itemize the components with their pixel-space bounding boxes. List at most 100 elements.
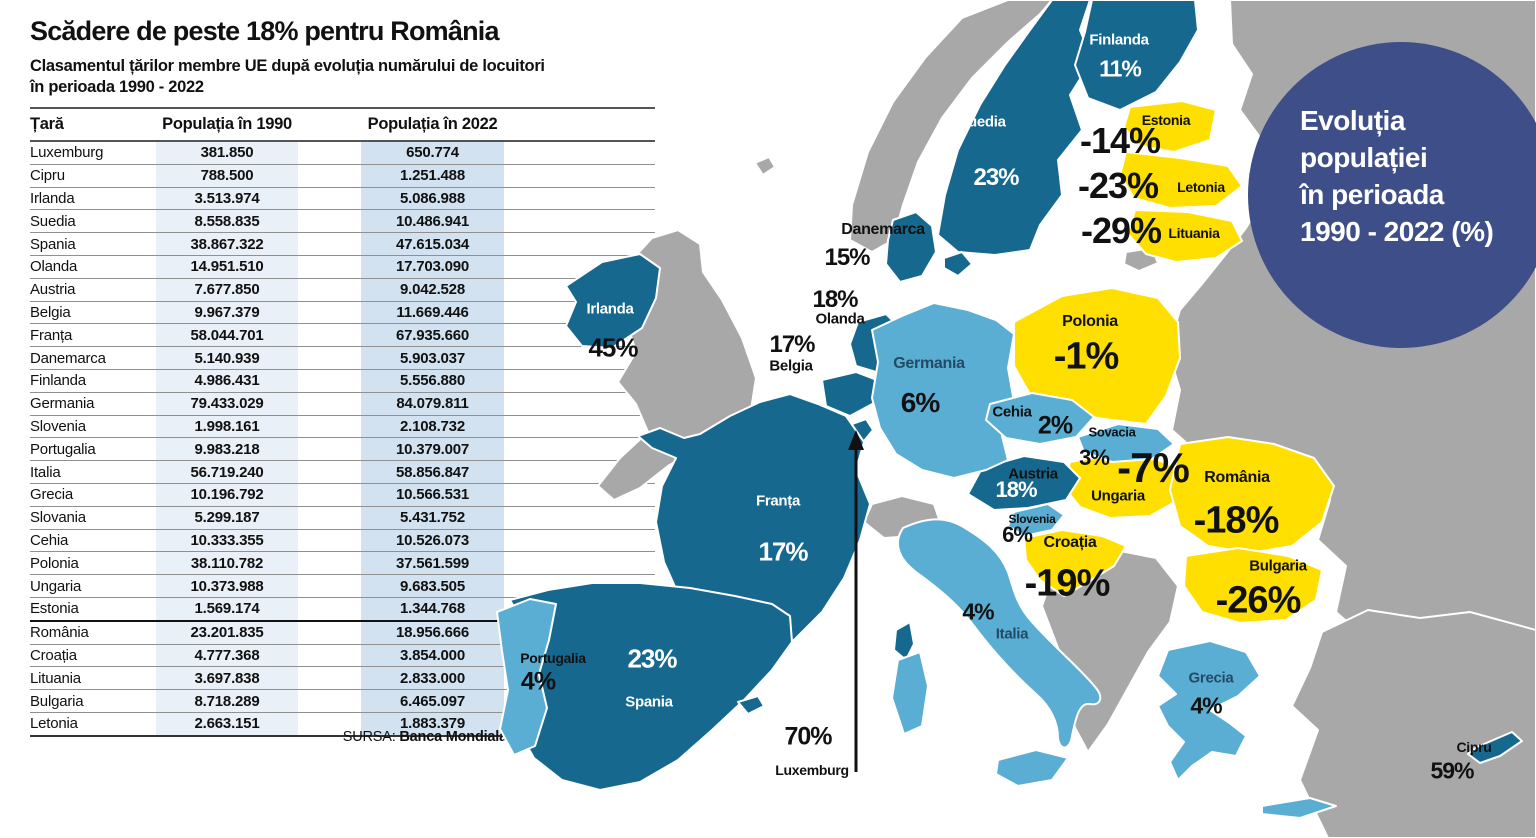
gap-cell xyxy=(298,666,361,691)
pop-1990-cell: 1.569.174 xyxy=(156,597,298,622)
map-label-luxemburg-name: Luxemburg xyxy=(775,762,849,778)
country-cell: Belgia xyxy=(30,301,156,325)
gap-cell xyxy=(298,644,361,668)
table-row: Franța 58.044.701 67.935.660 xyxy=(30,323,655,348)
map-label-cipru-name: Cipru xyxy=(1456,739,1492,755)
table-row: Polonia 38.110.782 37.561.599 xyxy=(30,551,655,576)
country-cell: Danemarca xyxy=(30,346,156,370)
table-row: Danemarca 5.140.939 5.903.037 xyxy=(30,346,655,370)
pop-2022-cell: 1.883.379 xyxy=(361,712,504,737)
gap-cell xyxy=(298,529,361,553)
pop-1990-cell: 10.333.355 xyxy=(156,529,298,553)
map-label-cehia-name: Cehia xyxy=(992,403,1032,421)
map-label-sovacia-pct: 3% xyxy=(1079,445,1110,470)
map-label-irlanda-pct: 45% xyxy=(588,332,638,363)
map-label-suedia-pct: 23% xyxy=(973,164,1019,191)
gap-cell xyxy=(298,209,361,234)
table-row: Irlanda 3.513.974 5.086.988 xyxy=(30,187,655,211)
country-cell: Polonia xyxy=(30,551,156,576)
map-label-danemarca-name: Danemarca xyxy=(841,221,925,238)
pop-1990-cell: 8.718.289 xyxy=(156,689,298,713)
map-label-austria-pct: 18% xyxy=(995,477,1037,502)
pop-1990-cell: 8.558.835 xyxy=(156,209,298,234)
table-row: Luxemburg 381.850 650.774 xyxy=(30,141,655,165)
tail-cell xyxy=(504,551,655,576)
country-cell: Grecia xyxy=(30,483,156,507)
tail-cell xyxy=(504,187,655,211)
pop-2022-cell: 3.854.000 xyxy=(361,644,504,668)
map-label-croatia-pct: -19% xyxy=(1024,562,1111,605)
country-cell: Italia xyxy=(30,460,156,484)
map-label-spania-name: Spania xyxy=(625,693,673,711)
country-cell: Ungaria xyxy=(30,574,156,598)
badge-line-1: Evoluția xyxy=(1300,105,1405,136)
pop-1990-cell: 1.998.161 xyxy=(156,415,298,439)
pop-1990-cell: 38.110.782 xyxy=(156,551,298,576)
gap-cell xyxy=(298,574,361,598)
gap-cell xyxy=(298,187,361,211)
map-label-danemarca-pct: 15% xyxy=(824,244,870,271)
map-label-letonia-name: Letonia xyxy=(1177,179,1225,195)
country-cell: Franța xyxy=(30,323,156,348)
ranking-panel: Scădere de peste 18% pentru România Clas… xyxy=(30,16,655,737)
pop-1990-cell: 5.299.187 xyxy=(156,506,298,530)
pop-1990-cell: 56.719.240 xyxy=(156,460,298,484)
map-label-portugalia-name: Portugalia xyxy=(520,650,586,666)
map-label-croatia-name: Croația xyxy=(1043,534,1097,551)
pop-1990-cell: 2.663.151 xyxy=(156,712,298,737)
tail-cell xyxy=(504,164,655,188)
pop-2022-cell: 11.669.446 xyxy=(361,301,504,325)
map-label-finlanda-name: Finlanda xyxy=(1089,31,1149,49)
gap-cell xyxy=(298,278,361,302)
map-label-romania-pct: -18% xyxy=(1193,499,1280,542)
pop-2022-cell: 650.774 xyxy=(361,141,504,165)
pop-1990-cell: 5.140.939 xyxy=(156,346,298,370)
pop-1990-cell: 38.867.322 xyxy=(156,232,298,256)
pop-1990-cell: 7.677.850 xyxy=(156,278,298,302)
map-label-cipru-pct: 59% xyxy=(1430,757,1474,784)
gap-cell xyxy=(298,232,361,256)
gap-cell xyxy=(298,437,361,462)
country-cell: Spania xyxy=(30,232,156,256)
badge-line-3: în perioada xyxy=(1300,179,1444,210)
pop-2022-cell: 2.108.732 xyxy=(361,415,504,439)
table-row: Cehia 10.333.355 10.526.073 xyxy=(30,529,655,553)
legend-badge: Evoluția populației în perioada 1990 - 2… xyxy=(1248,42,1536,348)
map-label-belgia-pct: 17% xyxy=(769,331,815,358)
header-tail xyxy=(504,108,655,142)
country-cell: Irlanda xyxy=(30,187,156,211)
pop-2022-cell: 6.465.097 xyxy=(361,689,504,713)
badge-line-2: populației xyxy=(1300,142,1428,173)
country-cell: Finlanda xyxy=(30,369,156,393)
gap-cell xyxy=(298,301,361,325)
pop-1990-cell: 3.513.974 xyxy=(156,187,298,211)
pop-2022-cell: 10.379.007 xyxy=(361,437,504,462)
pop-2022-cell: 84.079.811 xyxy=(361,392,504,416)
map-label-sovacia-name: Sovacia xyxy=(1088,424,1136,440)
tail-cell xyxy=(504,506,655,530)
header-gap xyxy=(298,108,361,142)
badge-line-4: 1990 - 2022 (%) xyxy=(1300,216,1494,247)
pop-2022-cell: 18.956.666 xyxy=(361,619,504,645)
pop-2022-cell: 9.042.528 xyxy=(361,278,504,302)
country-cell: Luxemburg xyxy=(30,141,156,165)
map-label-romania-name: România xyxy=(1204,469,1270,486)
map-label-portugalia-pct: 4% xyxy=(520,667,556,696)
table-header-row: Țară Populația în 1990 Populația în 2022 xyxy=(30,108,655,142)
pop-2022-cell: 58.856.847 xyxy=(361,460,504,484)
pop-2022-cell: 1.344.768 xyxy=(361,597,504,622)
subtitle-line-1: Clasamentul țărilor membre UE după evolu… xyxy=(30,57,545,75)
gap-cell xyxy=(298,712,361,737)
gap-cell xyxy=(298,141,361,165)
pop-1990-cell: 4.986.431 xyxy=(156,369,298,393)
pop-2022-cell: 67.935.660 xyxy=(361,323,504,348)
pop-1990-cell: 10.196.792 xyxy=(156,483,298,507)
pop-2022-cell: 10.566.531 xyxy=(361,483,504,507)
map-label-finlanda-pct: 11% xyxy=(1099,55,1142,82)
pop-2022-cell: 5.431.752 xyxy=(361,506,504,530)
gap-cell xyxy=(298,415,361,439)
table-row: Slovania 5.299.187 5.431.752 xyxy=(30,506,655,530)
gap-cell xyxy=(298,483,361,507)
tail-cell xyxy=(504,209,655,234)
